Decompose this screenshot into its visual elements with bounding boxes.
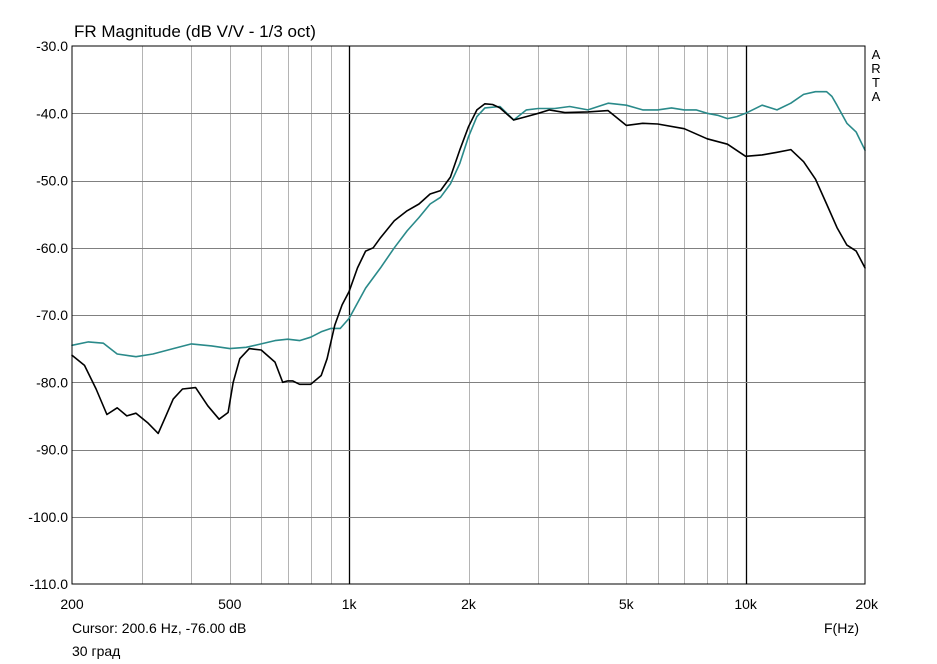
brand-letter: T [872,75,880,90]
x-tick-label: 2k [461,596,477,612]
chart-title: FR Magnitude (dB V/V - 1/3 oct) [74,22,316,41]
y-tick-label: -90.0 [36,442,68,458]
y-tick-label: -80.0 [36,374,68,390]
x-tick-label: 20k [855,596,879,612]
brand-letter: R [871,61,881,76]
y-tick-label: -40.0 [36,105,68,121]
cursor-readout: Cursor: 200.6 Hz, -76.00 dB [72,620,247,636]
brand-letter: A [871,89,881,104]
x-tick-label: 500 [218,596,242,612]
x-axis-tick-labels: 200 500 1k 2k 5k 10k 20k [60,596,879,612]
y-axis-tick-labels: -30.0 -40.0 -50.0 -60.0 -70.0 -80.0 -90.0 -100.… [28,38,68,592]
x-tick-label: 5k [619,596,635,612]
arta-watermark: A R T A [866,48,886,104]
x-tick-label: 1k [342,596,358,612]
y-tick-label: -100.0 [28,509,68,525]
series-line-black [71,103,866,435]
plot-frame [71,45,866,585]
y-tick-label: -110.0 [29,576,68,592]
y-tick-label: -60.0 [36,240,68,256]
series-layer [71,90,866,435]
y-tick-label: -30.0 [36,38,68,54]
x-tick-label: 200 [60,596,84,612]
x-axis-unit-label: F(Hz) [824,620,859,636]
brand-letter: A [871,47,881,62]
y-tick-label: -70.0 [36,307,68,323]
major-grid [72,46,865,584]
series-line-teal [71,90,866,358]
measurement-note: 30 град [72,643,121,659]
x-tick-label: 10k [734,596,758,612]
y-tick-label: -50.0 [36,173,68,189]
